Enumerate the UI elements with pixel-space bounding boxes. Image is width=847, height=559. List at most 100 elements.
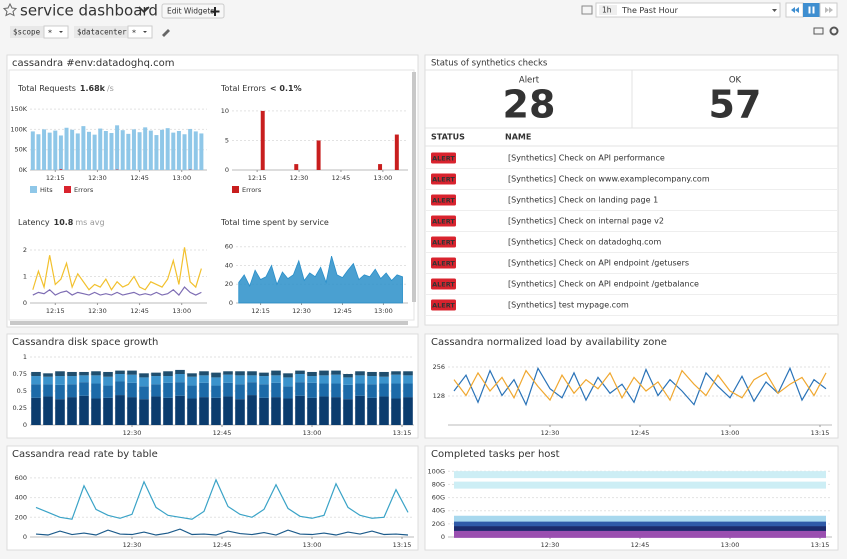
calendar-icon[interactable] [581,5,593,15]
x-tick-label: 12:45 [332,174,351,182]
bar [59,169,63,170]
bar [294,164,299,170]
dashboard-title: service dashboard [20,2,158,20]
bar-segment [295,395,305,425]
chart-title: Completed tasks per host [431,449,560,460]
bar-segment [199,375,209,383]
bar [120,130,125,170]
bar-segment [91,371,101,376]
bar [115,125,120,170]
legend-label: Errors [74,186,94,194]
x-tick-label: 13:00 [303,429,322,437]
x-tick-label: 12:30 [123,429,142,437]
bar-segment [175,369,185,374]
x-tick-label: 13:00 [374,307,393,315]
title-chevron[interactable] [138,6,150,14]
pause-button[interactable] [803,3,820,17]
bar-segment [91,375,101,384]
title-text: Completed tasks per host [431,449,560,460]
bar [131,129,136,170]
bar-segment [67,397,77,425]
y-tick-label: 0 [23,299,27,307]
time-selector[interactable] [595,2,781,18]
bar [193,131,198,170]
column-header: STATUS [431,133,465,142]
pencil-icon[interactable] [162,29,170,37]
title-stat: 10.8 [54,218,74,227]
bar-segment [403,371,413,376]
y-tick-label: 0.25 [13,404,27,412]
column-header: NAME [505,133,531,142]
y-tick-label: 50K [14,146,27,154]
series-line [35,478,409,520]
settings-icon[interactable] [829,26,839,36]
bar-segment [247,371,257,376]
bar-segment [331,374,341,384]
bar-segment [379,383,389,397]
bar-segment [307,371,317,377]
y-tick-label: 60 [225,243,233,251]
bar-segment [139,399,149,425]
y-tick-label: 60G [432,494,445,502]
status-badge [431,257,456,269]
bar [143,127,148,170]
status-badge [431,152,456,164]
status-text: ALERT [432,281,455,289]
var-name: $scope [13,28,41,37]
bar-segment [331,370,341,375]
bar-segment [163,376,173,383]
alert-count: 28 [503,83,556,127]
bar [137,132,142,170]
y-tick-label: 0 [23,421,27,429]
bar-segment [139,377,149,387]
bar-segment [223,382,233,397]
y-tick-label: 100K [10,125,27,133]
bar-segment [127,397,137,425]
bar-segment [331,383,341,398]
bar [188,128,193,170]
star-icon[interactable] [2,2,18,17]
bar-segment [43,384,53,397]
bar-segment [127,370,137,375]
bar-segment [259,384,269,398]
x-tick-label: 12:30 [88,174,107,182]
x-tick-label: 12:30 [541,541,560,549]
x-tick-label: 12:15 [251,307,270,315]
bar-segment [115,374,125,382]
var-value-box[interactable] [127,25,153,39]
tv-icon[interactable] [813,27,824,35]
scrollbar[interactable] [412,72,416,302]
title-unit: /s [107,84,114,93]
time-range: The Past Hour [621,6,679,15]
x-tick-label: 12:30 [88,307,107,315]
bar-segment [79,382,89,396]
series-line [453,366,827,407]
series-line [32,286,202,296]
bar [148,130,153,170]
y-tick-label: 256 [433,363,445,371]
edit-widgets-button[interactable] [161,3,225,19]
bar-segment [31,376,41,385]
x-tick-label: 12:15 [46,307,65,315]
bar [126,133,131,170]
y-tick-label: 0.5 [17,387,27,395]
var-value-box[interactable] [43,25,69,39]
bar-segment [79,375,89,383]
bar-segment [115,395,125,425]
status-badge [431,215,456,227]
status-badge [431,299,456,311]
bar [70,129,75,170]
check-name: [Synthetics] Check on internal page v2 [508,217,664,226]
bar-segment [307,376,317,383]
chart-title: Cassandra normalized load by availabilit… [431,337,667,348]
bar-segment [247,395,257,425]
group-title: cassandra #env:datadoghq.com [12,58,174,69]
bar [87,131,91,170]
x-tick-label: 13:15 [811,429,830,437]
title-text: Total Errors [220,84,266,93]
bar-segment [319,383,329,397]
scrollbar[interactable] [10,321,408,325]
series-line [453,369,827,402]
bar-segment [211,397,221,425]
